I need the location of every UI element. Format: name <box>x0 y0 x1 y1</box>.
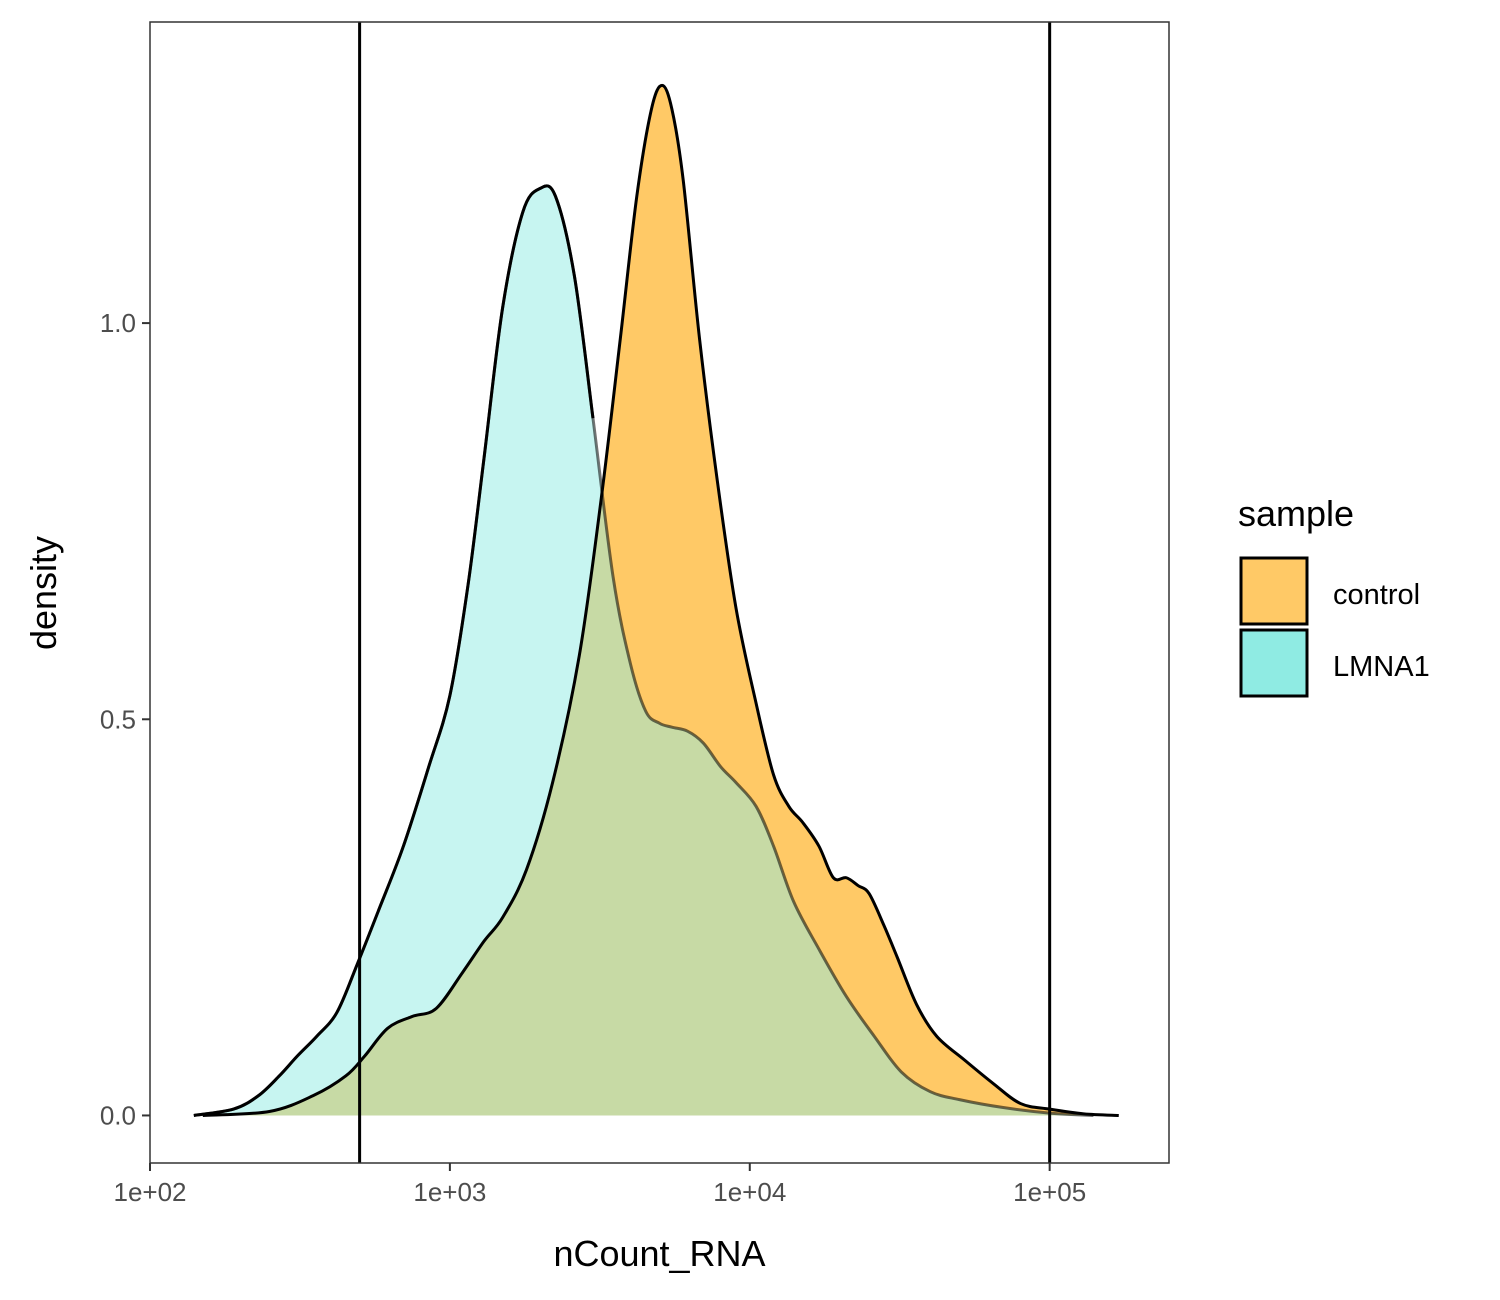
x-axis: 1e+02 1e+03 1e+04 1e+05 <box>113 1163 1086 1207</box>
density-area-control <box>202 85 1119 1116</box>
density-areas <box>193 85 1119 1116</box>
threshold-lines <box>358 22 1052 1163</box>
legend-title: sample <box>1238 493 1354 534</box>
x-axis-title: nCount_RNA <box>553 1233 765 1274</box>
x-tick-label-3: 1e+05 <box>1013 1177 1086 1207</box>
density-outline-lmna1-top-0 <box>193 184 595 1117</box>
panel-border <box>149 21 1170 1164</box>
x-tick-label-1: 1e+03 <box>413 1177 486 1207</box>
y-tick-label-2: 1.0 <box>100 308 136 338</box>
y-axis-title: density <box>23 536 64 650</box>
density-area-lmna1 <box>193 185 1094 1116</box>
y-tick-label-1: 0.5 <box>100 704 136 734</box>
legend-key-control <box>1239 556 1309 626</box>
y-axis: 0.0 0.5 1.0 <box>100 308 150 1130</box>
legend-label-control: control <box>1333 579 1420 611</box>
legend: sample control LMNA1 <box>1238 493 1430 698</box>
density-outline-control <box>202 83 1119 1117</box>
legend-label-lmna1: LMNA1 <box>1333 651 1430 683</box>
y-tick-label-0: 0.0 <box>100 1100 136 1130</box>
x-tick-label-0: 1e+02 <box>113 1177 186 1207</box>
legend-key-lmna1 <box>1239 628 1309 698</box>
x-tick-label-2: 1e+04 <box>713 1177 786 1207</box>
